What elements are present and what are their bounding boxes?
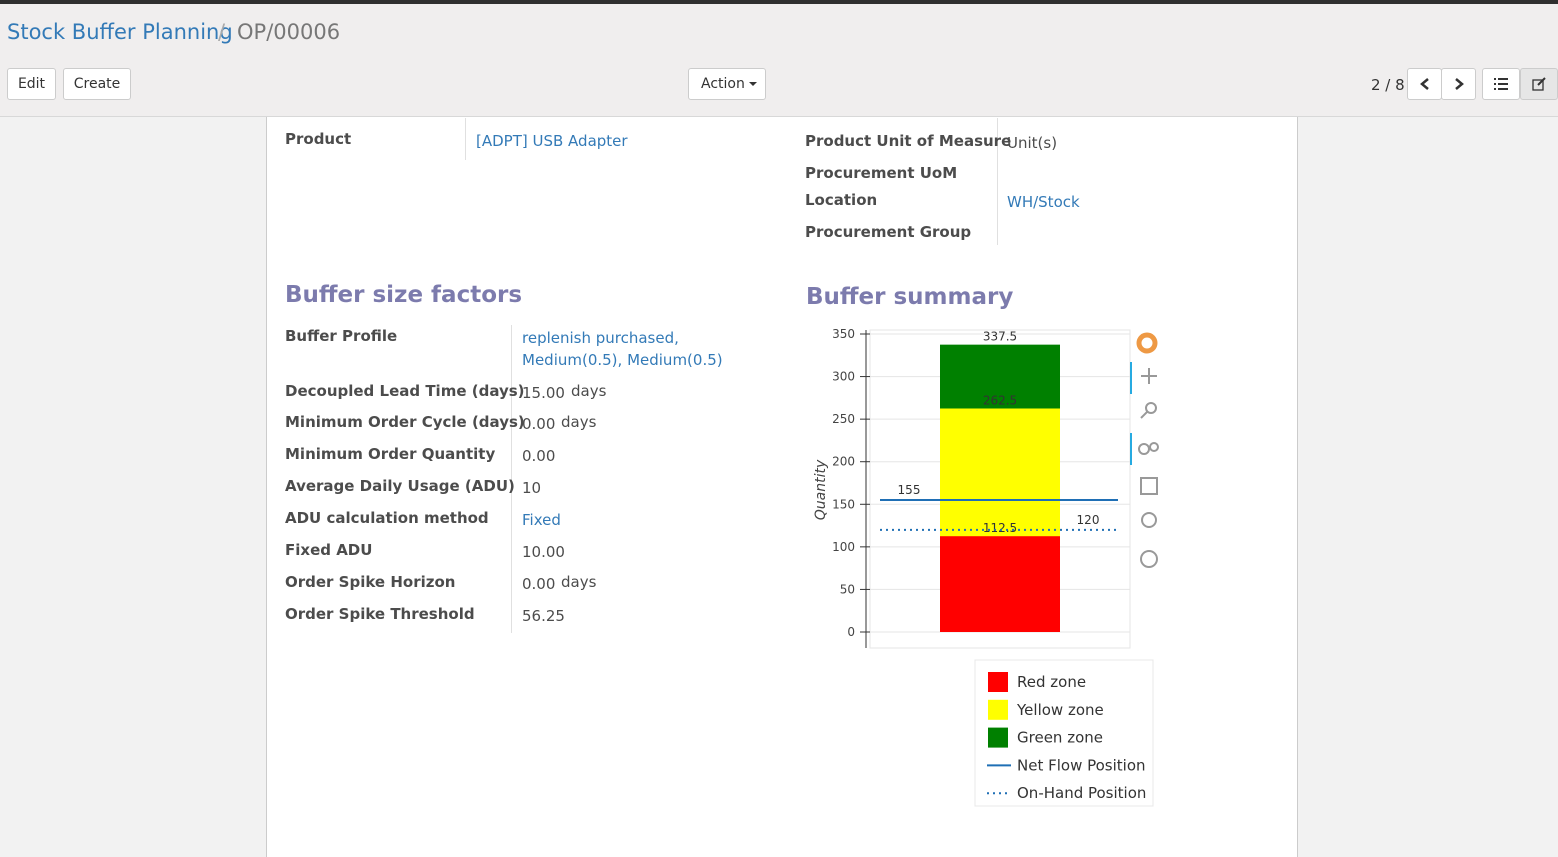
y-tick-label: 150: [832, 497, 855, 511]
zoom-tool[interactable]: [1145, 402, 1157, 414]
breadcrumb-link[interactable]: Stock Buffer Planning: [7, 20, 233, 44]
section-title: Buffer size factors: [285, 282, 523, 308]
field-value: 10.00: [522, 543, 565, 561]
y-tick-label: 350: [832, 327, 855, 341]
bar: [940, 536, 1060, 632]
prev-icon: [1419, 78, 1429, 90]
field-value: 0.00: [522, 447, 556, 465]
y-tick-label: 250: [832, 412, 855, 426]
create-button[interactable]: Create: [63, 68, 131, 100]
legend-label: Red zone: [1017, 673, 1086, 691]
zoom-handle: [1140, 411, 1148, 419]
breadcrumb-current: OP/00006: [237, 20, 341, 44]
field-value[interactable]: WH/Stock: [1007, 193, 1080, 211]
bokeh-logo: [1136, 332, 1158, 354]
pager: 2 / 8: [1371, 76, 1405, 94]
next-icon: [1454, 78, 1464, 90]
form-icon: [1532, 77, 1546, 91]
legend-label: Green zone: [1017, 729, 1103, 747]
caret: [748, 82, 757, 86]
list-icon: [1494, 78, 1508, 90]
field-label: Order Spike Horizon: [285, 573, 456, 591]
field-value: 56.25: [522, 607, 565, 625]
field-unit: days: [561, 573, 597, 591]
line-label: 120: [1077, 513, 1100, 527]
field-value: 10: [522, 479, 542, 497]
pan-tool[interactable]: [1141, 368, 1157, 384]
field-value: Unit(s): [1007, 134, 1058, 152]
field-label: Product Unit of Measure: [805, 132, 1012, 150]
separator: [511, 325, 512, 633]
control-panel: [0, 4, 1558, 117]
y-tick-label: 0: [847, 625, 855, 639]
wheel-zoom-tool[interactable]: [1138, 443, 1150, 455]
field-label: Minimum Order Cycle (days): [285, 413, 525, 431]
y-tick-label: 300: [832, 370, 855, 384]
section-title: Buffer summary: [806, 284, 1014, 310]
list-view-button[interactable]: [1482, 68, 1520, 100]
y-tick-label: 100: [832, 540, 855, 554]
prev-button[interactable]: [1407, 68, 1442, 100]
y-tick-label: 200: [832, 455, 855, 469]
field-value[interactable]: replenish purchased, Medium(0.5), Medium…: [522, 329, 723, 369]
field-label: Average Daily Usage (ADU): [285, 477, 515, 495]
field-label: ADU calculation method: [285, 509, 489, 527]
field-label: Buffer Profile: [285, 327, 398, 345]
legend-swatch: [988, 672, 1008, 692]
field-value[interactable]: Fixed: [522, 511, 561, 529]
reset-tool[interactable]: [1141, 512, 1157, 528]
edit-button[interactable]: Edit: [7, 68, 56, 100]
legend-label: Yellow zone: [1016, 701, 1104, 719]
value-label: 262.5: [983, 393, 1017, 407]
field-label: Product: [285, 130, 352, 148]
wheel-zoom-icon: [1149, 442, 1159, 452]
field-label: Fixed ADU: [285, 541, 373, 559]
legend-label: On-Hand Position: [1017, 784, 1146, 802]
legend-swatch: [988, 699, 1008, 720]
form-view-button[interactable]: [1520, 68, 1558, 100]
action-button[interactable]: Action: [688, 68, 766, 100]
field-value: 0.00: [522, 415, 556, 433]
next-button[interactable]: [1441, 68, 1476, 100]
field-unit: days: [561, 413, 597, 431]
field-label: Location: [805, 191, 878, 209]
legend-label: Net Flow Position: [1017, 756, 1146, 774]
field-label: Procurement Group: [805, 223, 972, 241]
field-label: Procurement UoM: [805, 164, 958, 182]
field-label: Minimum Order Quantity: [285, 445, 496, 463]
field-unit: days: [571, 382, 607, 400]
field-value: 0.00: [522, 575, 556, 593]
line-label: 155: [898, 483, 921, 497]
value-label: 112.5: [983, 521, 1017, 535]
value-label: 337.5: [983, 330, 1017, 344]
field-label: Decoupled Lead Time (days): [285, 382, 525, 400]
separator: [465, 118, 466, 160]
field-value: 15.00: [522, 384, 565, 402]
action-label: Action: [701, 76, 745, 92]
field-value[interactable]: [ADPT] USB Adapter: [476, 132, 628, 150]
y-axis-label: Quantity: [813, 459, 829, 520]
save-tool[interactable]: [1140, 477, 1158, 495]
field-label: Order Spike Threshold: [285, 605, 475, 623]
buffer-chart: 0 50 100 150 200 250 300 350 Quantity 112.5 262.5 3…: [813, 327, 1159, 807]
help-tool[interactable]: [1140, 550, 1158, 568]
toolbar: [1130, 332, 1159, 568]
breadcrumb-separator: /: [218, 20, 226, 44]
top-bar: [0, 0, 1558, 4]
separator: [997, 118, 998, 245]
y-tick-label: 50: [840, 582, 855, 596]
legend-swatch: [988, 727, 1008, 748]
